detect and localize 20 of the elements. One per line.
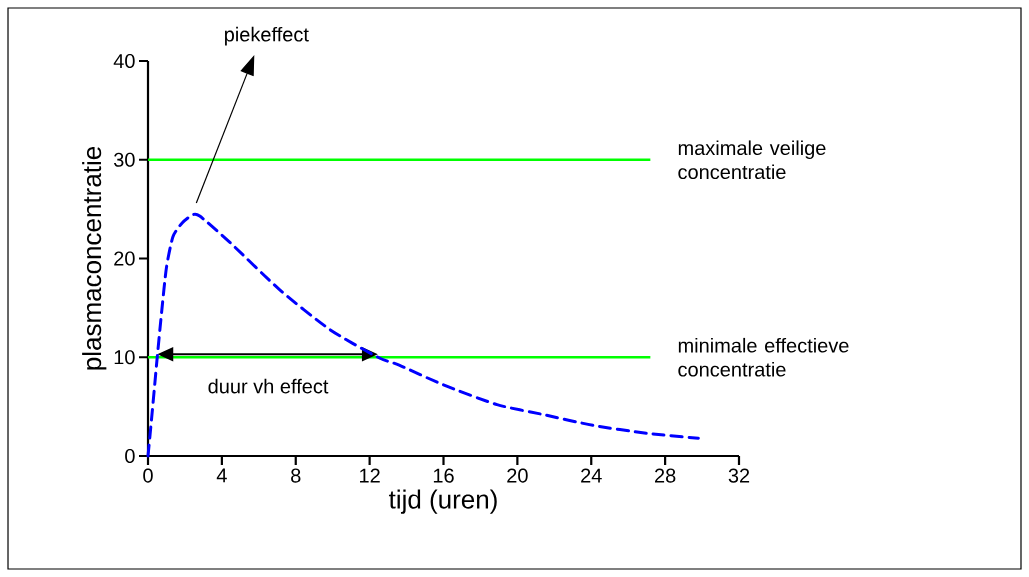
annotation: duur vh effect [208,378,329,394]
text: piekeffect [224,26,309,46]
y-tick-label: 40 [113,53,135,69]
y-tick-label: 0 [125,448,135,464]
y-tick-label: 10 [114,350,135,365]
x-tick-label: 28 [655,468,676,483]
x-axis-title: tijd (uren) [388,489,497,514]
ref-line-label: maximale veilige concentratie [678,140,826,180]
x-tick-label: 0 [143,468,153,483]
x-tick-label: 20 [507,468,528,483]
x-tick-label: 32 [728,468,750,483]
y-axis-title: plasmaconcentratie [82,146,107,370]
y-tick-label: 20 [114,251,135,266]
ref-line-label: minimale effectieve concentratie [678,337,849,377]
x-tick-label: 24 [581,468,602,483]
x-tick-label: 8 [291,468,301,483]
x-tick-label: 4 [216,468,227,483]
x-tick-label: 12 [360,468,380,483]
y-tick-label: 30 [113,152,135,167]
x-tick-label: 16 [433,468,454,483]
